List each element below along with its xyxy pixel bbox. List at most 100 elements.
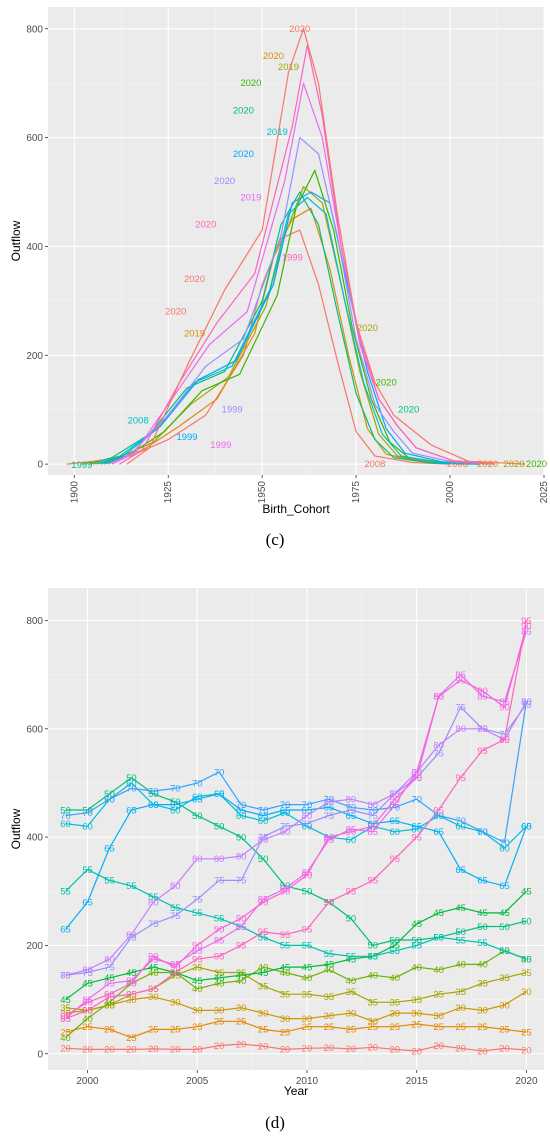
chart-d-point-label-age-80: 80 (126, 930, 137, 941)
chart-c-series-line-1 (81, 207, 462, 465)
x-tick-label: 2025 (539, 481, 550, 504)
chart-d-point-label-age-45: 45 (477, 908, 488, 919)
chart-c-point-label: 2020 (233, 149, 254, 160)
chart-d-point-label-age-75: 75 (302, 819, 313, 830)
chart-d-point-label-age-70: 70 (302, 800, 313, 811)
chart-d-point-label-age-25: 25 (280, 1027, 291, 1038)
y-tick-label: 0 (37, 460, 43, 471)
chart-d-point-label-age-70: 70 (477, 827, 488, 838)
chart-d-point-label-age-30: 30 (389, 1008, 400, 1019)
chart-d-point-label-age-50: 50 (477, 922, 488, 933)
chart-d-point-label-age-65: 65 (214, 789, 225, 800)
chart-d-point-label-age-55: 55 (368, 952, 379, 963)
chart-d-point-label-age-50: 50 (433, 933, 444, 944)
chart-d-point-label-age-80: 80 (258, 835, 269, 846)
chart-d-point-label-age-75: 75 (126, 933, 137, 944)
chart-c-point-label: 1999 (210, 440, 231, 451)
chart-d-point-label-age-35: 35 (521, 968, 532, 979)
chart-d-point-label-age-50: 50 (60, 805, 71, 816)
chart-d-point-label-age-50: 50 (192, 811, 203, 822)
chart-d-point-label-age-55: 55 (477, 938, 488, 949)
chart-d-point-label-age-50: 50 (236, 832, 247, 843)
chart-d-point-label-age-80: 80 (280, 827, 291, 838)
chart-d-point-label-age-95: 95 (346, 887, 357, 898)
chart-d-point-label-age-40: 40 (521, 954, 532, 965)
chart-d-point-label-age-75: 75 (104, 962, 115, 973)
chart-d-series-line-age-50 (65, 776, 527, 947)
chart-d-point-label-age-90: 90 (60, 1011, 71, 1022)
chart-d-point-label-age-85: 85 (389, 800, 400, 811)
chart-d-point-label-age-50: 50 (258, 854, 269, 865)
chart-d-point-label-age-55: 55 (104, 876, 115, 887)
chart-d-point-label-age-65: 65 (104, 843, 115, 854)
chart-d-point-label-age-35: 35 (280, 989, 291, 1000)
chart-d-point-label-age-80: 80 (60, 971, 71, 982)
chart-d-series-line-age-90 (65, 625, 527, 1017)
chart-d-point-label-age-55: 55 (236, 922, 247, 933)
chart-d-point-label-age-25: 25 (60, 1027, 71, 1038)
chart-d-point-label-age-90: 90 (455, 675, 466, 686)
chart-d-point-label-age-30: 30 (258, 1008, 269, 1019)
chart-d-point-label-age-80: 80 (368, 800, 379, 811)
y-tick-label: 400 (26, 242, 43, 253)
chart-d-point-label-age-20: 20 (499, 1044, 510, 1055)
chart-d-point-label-age-90: 90 (411, 773, 422, 784)
chart-d-point-label-age-40: 40 (411, 962, 422, 973)
chart-d-point-label-age-60: 60 (60, 819, 71, 830)
chart-d-point-label-age-30: 30 (411, 1008, 422, 1019)
chart-d-point-label-age-45: 45 (280, 962, 291, 973)
chart-c-point-label: 2020 (503, 459, 524, 470)
chart-d-point-label-age-20: 20 (455, 1044, 466, 1055)
chart-d-point-label-age-65: 65 (433, 827, 444, 838)
chart-d-point-label-age-50: 50 (324, 897, 335, 908)
chart-d-point-label-age-55: 55 (346, 952, 357, 963)
chart-d-point-label-age-45: 45 (368, 952, 379, 963)
chart-d-point-label-age-90: 90 (521, 621, 532, 632)
chart-d-point-label-age-25: 25 (477, 1022, 488, 1033)
chart-d-point-label-age-70: 70 (411, 795, 422, 806)
chart-d-point-label-age-75: 75 (346, 805, 357, 816)
chart-d-point-label-age-95: 95 (324, 897, 335, 908)
chart-d-point-label-age-60: 60 (170, 805, 181, 816)
chart-d-point-label-age-25: 25 (411, 1019, 422, 1030)
chart-d-point-label-age-50: 50 (411, 935, 422, 946)
chart-d-point-label-age-65: 65 (521, 822, 532, 833)
chart-d-point-label-age-60: 60 (455, 822, 466, 833)
chart-d-point-label-age-95: 95 (477, 746, 488, 757)
chart-c-point-label: 2019 (184, 329, 205, 340)
chart-d-point-label-age-85: 85 (302, 868, 313, 879)
chart-d-point-label-age-70: 70 (324, 795, 335, 806)
chart-d-point-label-age-45: 45 (455, 903, 466, 914)
chart-d-point-label-age-95: 95 (433, 805, 444, 816)
chart-d-point-label-age-30: 30 (346, 1008, 357, 1019)
chart-c-point-label: 1999 (222, 405, 243, 416)
chart-d-point-label-age-50: 50 (389, 935, 400, 946)
chart-d-series-line-age-70 (65, 701, 527, 844)
chart-d-point-label-age-35: 35 (214, 968, 225, 979)
chart-d-point-label-age-25: 25 (455, 1022, 466, 1033)
chart-d-point-label-age-45: 45 (60, 995, 71, 1006)
chart-d-point-label-age-25: 25 (236, 1017, 247, 1028)
chart-d-point-label-age-95: 95 (258, 927, 269, 938)
chart-d-point-label-age-40: 40 (192, 984, 203, 995)
chart-d-point-label-age-60: 60 (280, 808, 291, 819)
chart-d-point-label-age-90: 90 (368, 822, 379, 833)
chart-c-point-label: 2019 (240, 192, 261, 203)
chart-d-point-label-age-70: 70 (170, 784, 181, 795)
chart-d-point-label-age-85: 85 (82, 995, 93, 1006)
chart-d-point-label-age-95: 95 (455, 773, 466, 784)
chart-c-annotations: 2020202020192020202020192020202020192020… (71, 24, 547, 471)
chart-d-point-label-age-25: 25 (389, 1022, 400, 1033)
chart-c-x-axis-title: Birth_Cohort (262, 502, 330, 516)
chart-d-point-label-age-25: 25 (82, 1022, 93, 1033)
chart-d-point-label-age-20: 20 (346, 1044, 357, 1055)
chart-d-point-label-age-50: 50 (82, 805, 93, 816)
chart-c-series-line-6 (100, 191, 481, 465)
chart-d-point-label-age-20: 20 (126, 1045, 137, 1056)
chart-d-point-label-age-30: 30 (368, 1017, 379, 1028)
chart-d-point-label-age-45: 45 (148, 962, 159, 973)
chart-d-point-label-age-60: 60 (346, 835, 357, 846)
chart-d-point-label-age-80: 80 (389, 789, 400, 800)
chart-d-point-label-age-80: 80 (433, 740, 444, 751)
chart-d-point-label-age-30: 30 (324, 1011, 335, 1022)
